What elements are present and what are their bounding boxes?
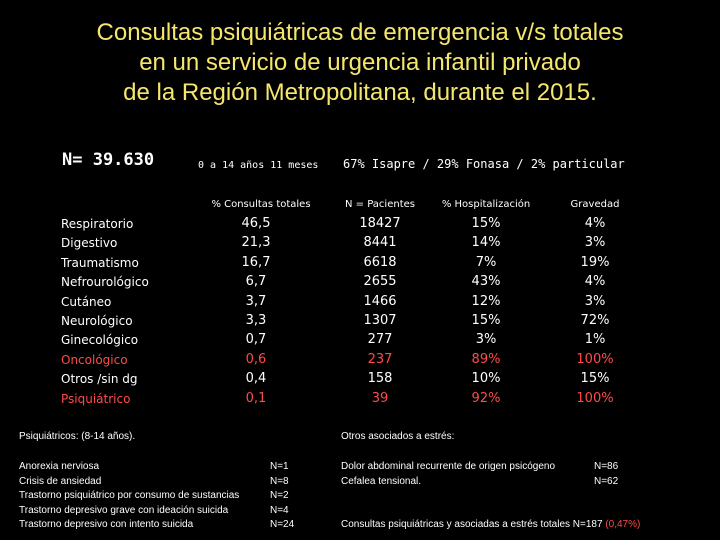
cell-gravedad: 3% xyxy=(584,235,606,251)
cell-n-pacientes: 1466 xyxy=(363,293,397,309)
category-label: Oncológico xyxy=(61,352,128,367)
cell-n-pacientes: 237 xyxy=(367,351,393,367)
cell-pct-hospitalizacion: 7% xyxy=(475,254,497,270)
cell-pct-hospitalizacion: 10% xyxy=(471,371,501,387)
header-pct-consultas: % Consultas totales xyxy=(211,199,311,210)
insurance-distribution: 67% Isapre / 29% Fonasa / 2% particular xyxy=(343,157,625,171)
category-label: Otros /sin dg xyxy=(61,372,138,387)
category-label: Traumatismo xyxy=(61,255,139,270)
cell-pct-hospitalizacion: 14% xyxy=(471,235,501,251)
total-consultations: N= 39.630 xyxy=(62,150,155,170)
cell-pct-consultas: 0,6 xyxy=(245,351,267,367)
category-label: Ginecológico xyxy=(61,333,139,348)
age-range: 0 a 14 años 11 meses xyxy=(198,160,319,171)
cell-n-pacientes: 158 xyxy=(367,371,393,387)
cell-pct-consultas: 0,4 xyxy=(245,371,267,387)
stress-item-label: Cefalea tensional. xyxy=(341,475,422,487)
cell-gravedad: 4% xyxy=(584,216,606,231)
cell-gravedad: 100% xyxy=(576,351,614,367)
cell-pct-hospitalizacion: 92% xyxy=(471,390,501,406)
cell-gravedad: 19% xyxy=(580,254,610,270)
header-gravedad: Gravedad xyxy=(570,199,620,210)
psychiatric-item-value: N=1 xyxy=(270,461,289,472)
cell-n-pacientes: 6618 xyxy=(363,254,397,270)
psychiatric-item-label: Trastorno psiquiátrico por consumo de su… xyxy=(19,490,240,502)
psychiatric-item-value: N=4 xyxy=(270,504,289,516)
cell-n-pacientes: 8441 xyxy=(363,235,397,251)
cell-gravedad: 1% xyxy=(584,332,606,348)
stress-item-label: Dolor abdominal recurrente de origen psi… xyxy=(341,461,556,472)
stress-total-pct: (0,47%) xyxy=(605,519,641,530)
psychiatric-item-label: Trastorno depresivo con intento suicida xyxy=(19,519,194,531)
stress-heading: Otros asociados a estrés: xyxy=(341,431,455,442)
psychiatric-item-label: Trastorno depresivo grave con ideación s… xyxy=(19,504,229,516)
stress-total-label: Consultas psiquiátricas y asociadas a es… xyxy=(341,519,603,530)
header-pct-hospitalizacion: % Hospitalización xyxy=(441,199,531,210)
cell-n-pacientes: 39 xyxy=(371,390,389,406)
cell-pct-hospitalizacion: 89% xyxy=(471,351,501,367)
category-label: Nefrourológico xyxy=(61,275,149,290)
cell-n-pacientes: 2655 xyxy=(363,274,397,290)
category-label: Neurológico xyxy=(61,314,133,328)
title-line-1: Consultas psiquiátricas de emergencia v/… xyxy=(96,19,624,46)
cell-pct-consultas: 46,5 xyxy=(241,216,271,231)
cell-pct-consultas: 0,1 xyxy=(245,390,267,406)
psychiatric-item-value: N=24 xyxy=(270,519,295,531)
cell-n-pacientes: 1307 xyxy=(363,313,397,328)
psychiatric-heading: Psiquiátricos: (8-14 años). xyxy=(19,431,136,442)
cell-pct-consultas: 6,7 xyxy=(245,274,267,290)
cell-pct-consultas: 0,7 xyxy=(245,332,267,348)
category-label: Digestivo xyxy=(61,236,118,251)
cell-pct-hospitalizacion: 43% xyxy=(471,274,501,290)
cell-gravedad: 4% xyxy=(584,274,606,290)
psychiatric-item-label: Crisis de ansiedad xyxy=(19,475,102,487)
cell-pct-consultas: 21,3 xyxy=(241,235,271,251)
cell-gravedad: 100% xyxy=(576,390,614,406)
psychiatric-item-label: Anorexia nerviosa xyxy=(19,461,100,472)
cell-pct-consultas: 3,3 xyxy=(245,313,267,328)
category-label: Respiratorio xyxy=(61,217,134,231)
cell-gravedad: 72% xyxy=(580,313,610,328)
stress-item-value: N=86 xyxy=(594,461,619,472)
cell-pct-hospitalizacion: 3% xyxy=(475,332,497,348)
header-n-pacientes: N = Pacientes xyxy=(345,199,415,210)
cell-pct-consultas: 16,7 xyxy=(241,254,271,270)
title-line-2: en un servicio de urgencia infantil priv… xyxy=(139,49,581,76)
category-label: Psiquiátrico xyxy=(61,391,131,406)
title-line-3: de la Región Metropolitana, durante el 2… xyxy=(123,79,597,106)
category-label: Cutáneo xyxy=(61,294,112,309)
cell-gravedad: 3% xyxy=(584,293,606,309)
cell-pct-hospitalizacion: 15% xyxy=(471,216,501,231)
cell-n-pacientes: 277 xyxy=(367,332,393,348)
psychiatric-item-value: N=8 xyxy=(270,475,289,487)
cell-pct-hospitalizacion: 15% xyxy=(471,313,501,328)
stress-item-value: N=62 xyxy=(594,475,619,487)
cell-n-pacientes: 18427 xyxy=(359,216,401,231)
stress-total: Consultas psiquiátricas y asociadas a es… xyxy=(341,519,640,530)
cell-gravedad: 15% xyxy=(580,371,610,387)
psychiatric-item-value: N=2 xyxy=(270,490,289,502)
slide-title: Consultas psiquiátricas de emergencia v/… xyxy=(0,18,720,108)
cell-pct-hospitalizacion: 12% xyxy=(471,293,501,309)
cell-pct-consultas: 3,7 xyxy=(245,293,267,309)
